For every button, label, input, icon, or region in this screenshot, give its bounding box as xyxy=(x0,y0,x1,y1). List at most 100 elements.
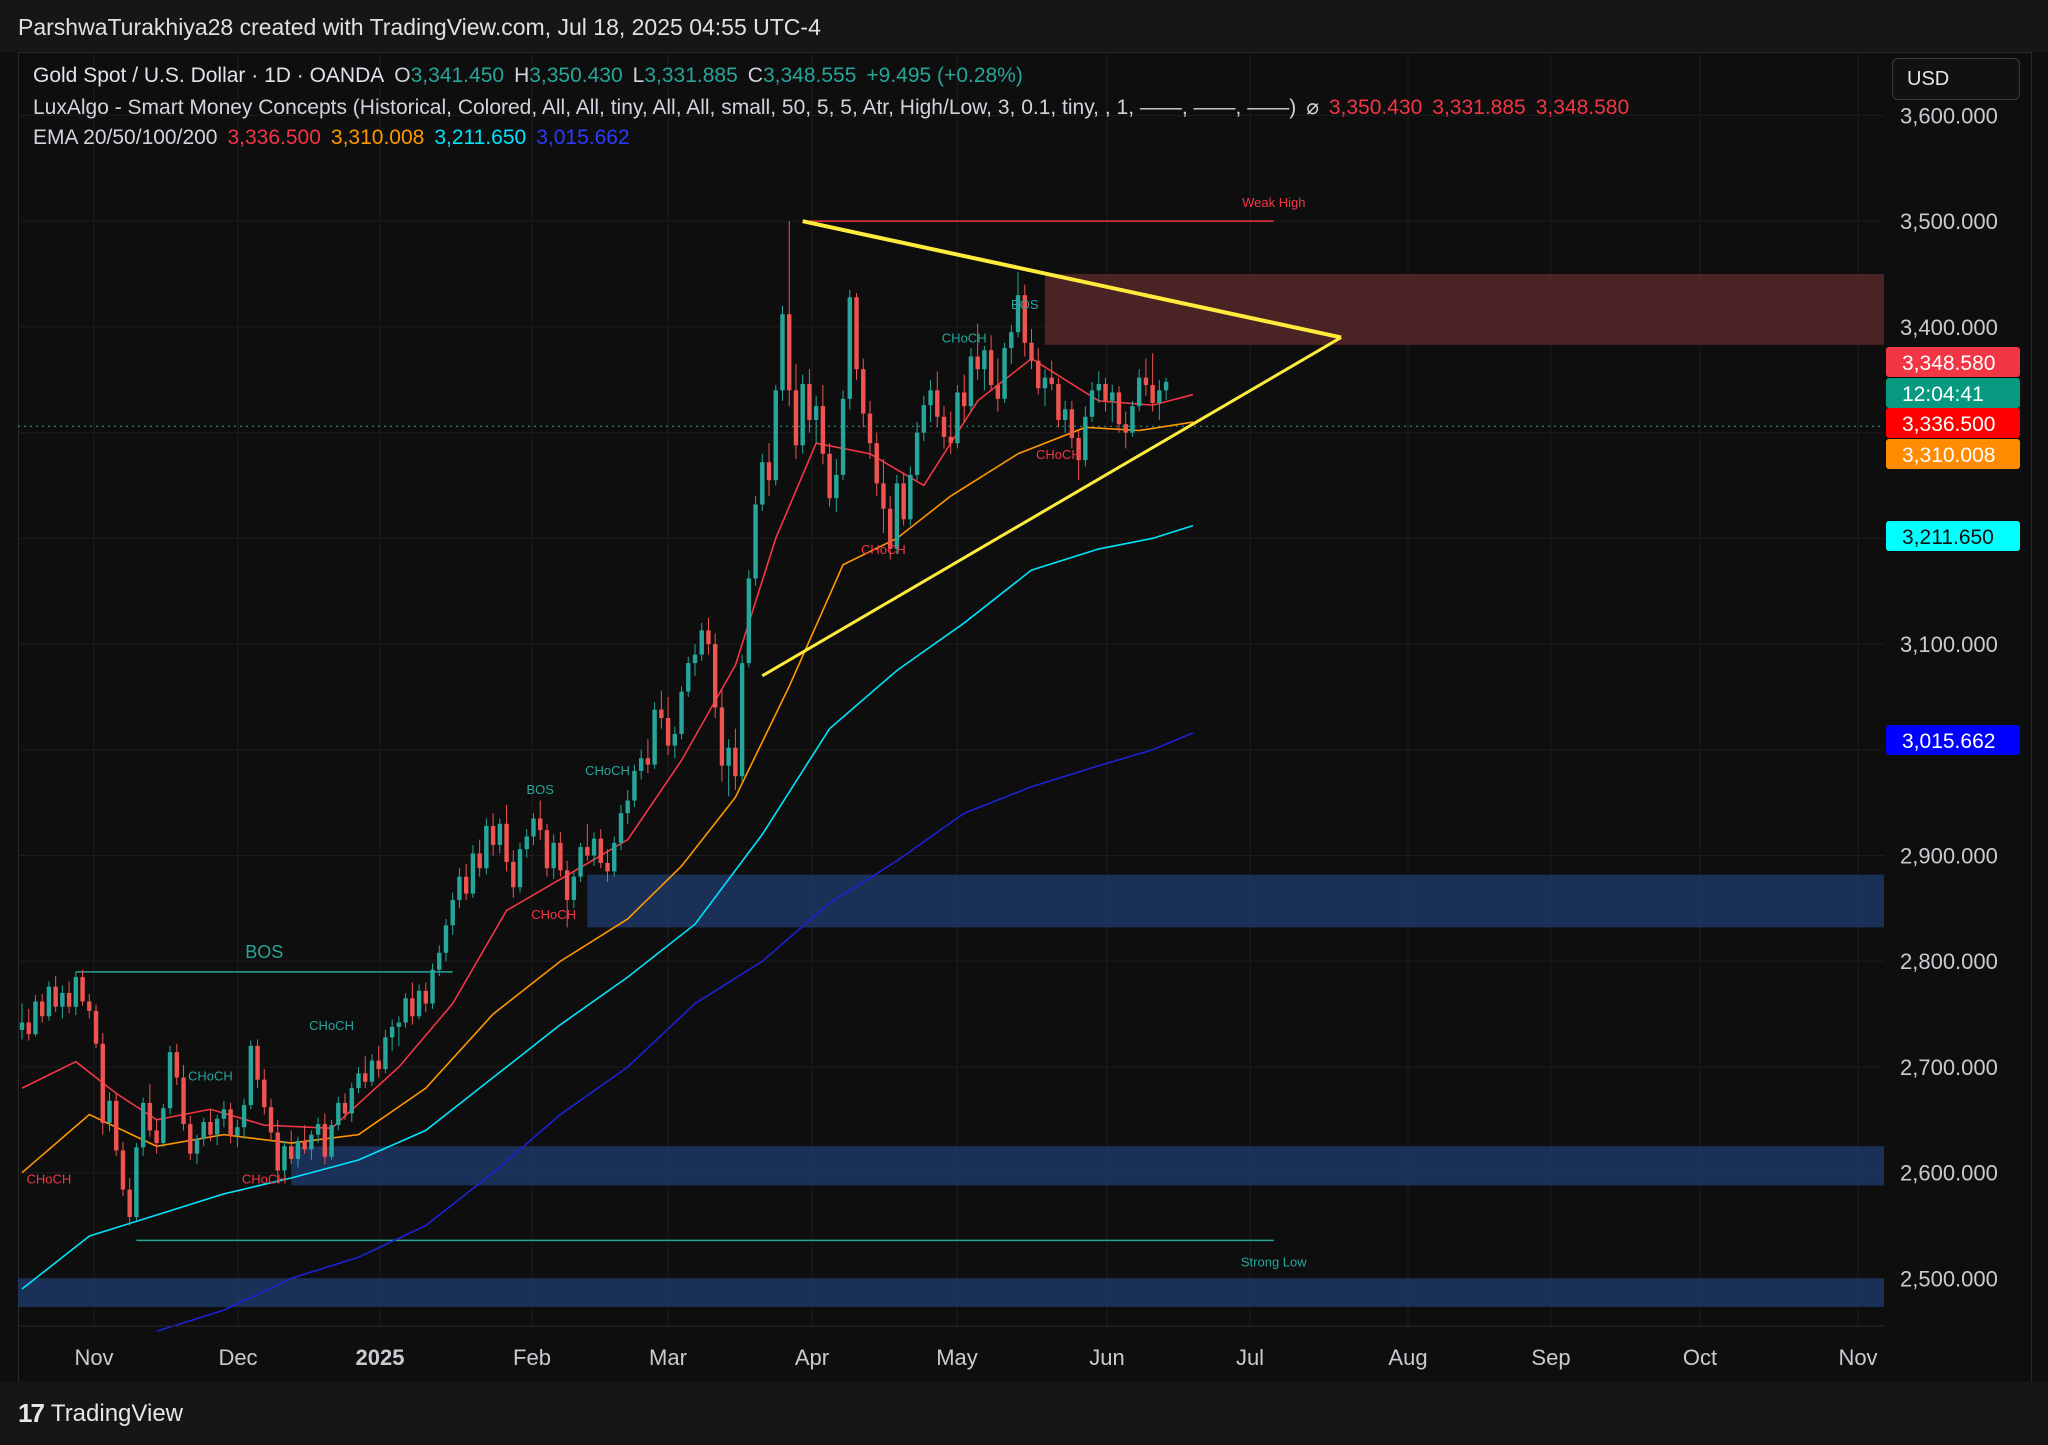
axis-layer: Nov Dec 2025 Feb Mar Apr May Jun Jul Aug Sep Oct Nov… xyxy=(18,103,1998,1370)
candle-body xyxy=(962,392,967,407)
price-badge-text: 3,310.008 xyxy=(1902,444,1995,467)
candle-body xyxy=(935,390,940,417)
candle-body xyxy=(450,899,455,926)
x-tick-label: Sep xyxy=(1531,1345,1570,1370)
candle-body xyxy=(847,297,852,399)
ema-layer xyxy=(21,357,1194,1333)
candle-body xyxy=(53,986,58,1007)
candle-body xyxy=(39,1001,45,1017)
zone-box xyxy=(18,1278,1884,1307)
candle-body xyxy=(1143,377,1149,386)
y-tick-label: 3,100.000 xyxy=(1900,632,1998,657)
candle-body xyxy=(376,1060,381,1070)
tradingview-logo-icon: 17 xyxy=(18,1398,45,1428)
candle-body xyxy=(1116,392,1122,425)
candle-body xyxy=(739,663,745,777)
legend-line-ema[interactable]: EMA 20/50/100/200 3,336.500 3,310.008 3,211… xyxy=(33,126,640,150)
y-tick-label: 2,900.000 xyxy=(1900,844,1998,869)
legend-ema-200: 3,015.662 xyxy=(536,126,630,149)
candle-body xyxy=(928,390,933,406)
candle-body xyxy=(827,453,832,499)
candle-body xyxy=(921,405,927,433)
candle-body xyxy=(544,830,550,869)
candle-body xyxy=(369,1060,375,1082)
candle-body xyxy=(477,853,482,869)
candle-body xyxy=(107,1100,112,1124)
brand-name: TradingView xyxy=(50,1399,183,1427)
candle-body xyxy=(975,356,980,370)
x-tick-label: Nov xyxy=(1838,1345,1877,1370)
candle-body xyxy=(1009,332,1014,349)
price-badge xyxy=(1886,725,2020,755)
candle-body xyxy=(1157,390,1162,404)
candle-body xyxy=(241,1105,247,1128)
candle-body xyxy=(733,747,738,777)
candle-body xyxy=(19,1022,25,1030)
y-tick-label: 3,500.000 xyxy=(1900,209,1998,234)
candle-body xyxy=(686,663,691,692)
smc-annotation: CHoCH xyxy=(188,1069,233,1084)
candle-body xyxy=(1022,295,1027,343)
candle-body xyxy=(504,823,509,862)
candle-body xyxy=(410,998,415,1017)
currency-button[interactable]: USD xyxy=(1892,58,2020,100)
candle-body xyxy=(1042,377,1048,389)
candle-body xyxy=(692,654,698,664)
x-tick-label: Jun xyxy=(1089,1345,1124,1370)
candle-body xyxy=(1062,409,1068,420)
candle-body xyxy=(1096,383,1101,391)
badge-layer: 3,348.580 12:04:41 3,336.500 3,310.008 3,211… xyxy=(1886,347,2020,755)
candle-body xyxy=(1089,390,1095,417)
candle-body xyxy=(901,483,906,520)
candle-body xyxy=(760,462,765,505)
legend-smc-v3: 3,348.580 xyxy=(1535,96,1630,119)
y-tick-label: 2,500.000 xyxy=(1900,1266,1998,1291)
legend-high: 3,350.430 xyxy=(529,64,623,87)
candle-body xyxy=(517,849,523,888)
ema-line xyxy=(21,421,1194,1174)
candle-body xyxy=(349,1088,354,1114)
candle-body xyxy=(1110,392,1115,401)
candle-body xyxy=(894,483,900,549)
candle-body xyxy=(322,1124,328,1157)
candle-body xyxy=(1002,348,1007,399)
legend-symbol: Gold Spot / U.S. Dollar · 1D · OANDA xyxy=(33,64,385,87)
candle-body xyxy=(672,733,678,746)
candle-body xyxy=(289,1146,294,1159)
zone-box xyxy=(1044,274,1884,345)
legend-ema-20: 3,336.500 xyxy=(227,126,321,149)
candle-body xyxy=(1069,409,1075,438)
candle-body xyxy=(315,1124,321,1135)
candle-body xyxy=(807,383,812,420)
x-tick-label: Apr xyxy=(795,1345,829,1370)
candle-body xyxy=(988,350,994,386)
candle-body xyxy=(497,823,503,845)
candle-body xyxy=(383,1037,388,1070)
price-badge-text: 3,336.500 xyxy=(1902,413,1995,436)
tradingview-logo: 17 TradingView xyxy=(18,1398,183,1429)
candle-body xyxy=(1056,383,1061,420)
candle-body xyxy=(982,350,987,370)
y-tick-label: 2,700.000 xyxy=(1900,1055,1998,1080)
candle-body xyxy=(618,813,624,843)
grid-layer xyxy=(18,52,1884,1326)
price-badge xyxy=(1886,408,2020,438)
candle-body xyxy=(295,1140,301,1159)
candle-body xyxy=(463,876,469,894)
legend-line-smc[interactable]: LuxAlgo - Smart Money Concepts (Historic… xyxy=(33,95,1639,120)
x-tick-label: Mar xyxy=(649,1345,687,1370)
candle-body xyxy=(255,1045,260,1080)
candle-body xyxy=(87,1001,92,1011)
candle-body xyxy=(1150,385,1155,404)
candle-body xyxy=(511,861,516,888)
legend-smc-v1: 3,350.430 xyxy=(1328,96,1423,119)
candle-body xyxy=(1015,295,1021,333)
legend-smc-glyph: ⌀ xyxy=(1306,96,1319,119)
legend-line-symbol[interactable]: Gold Spot / U.S. Dollar · 1D · OANDA O3,3… xyxy=(33,64,1033,88)
y-tick-label: 3,400.000 xyxy=(1900,315,1998,340)
header-title: ParshwaTurakhiya28 created with TradingV… xyxy=(18,14,821,40)
candle-body xyxy=(1136,377,1142,407)
candle-body xyxy=(336,1102,341,1126)
candle-body xyxy=(948,436,953,444)
